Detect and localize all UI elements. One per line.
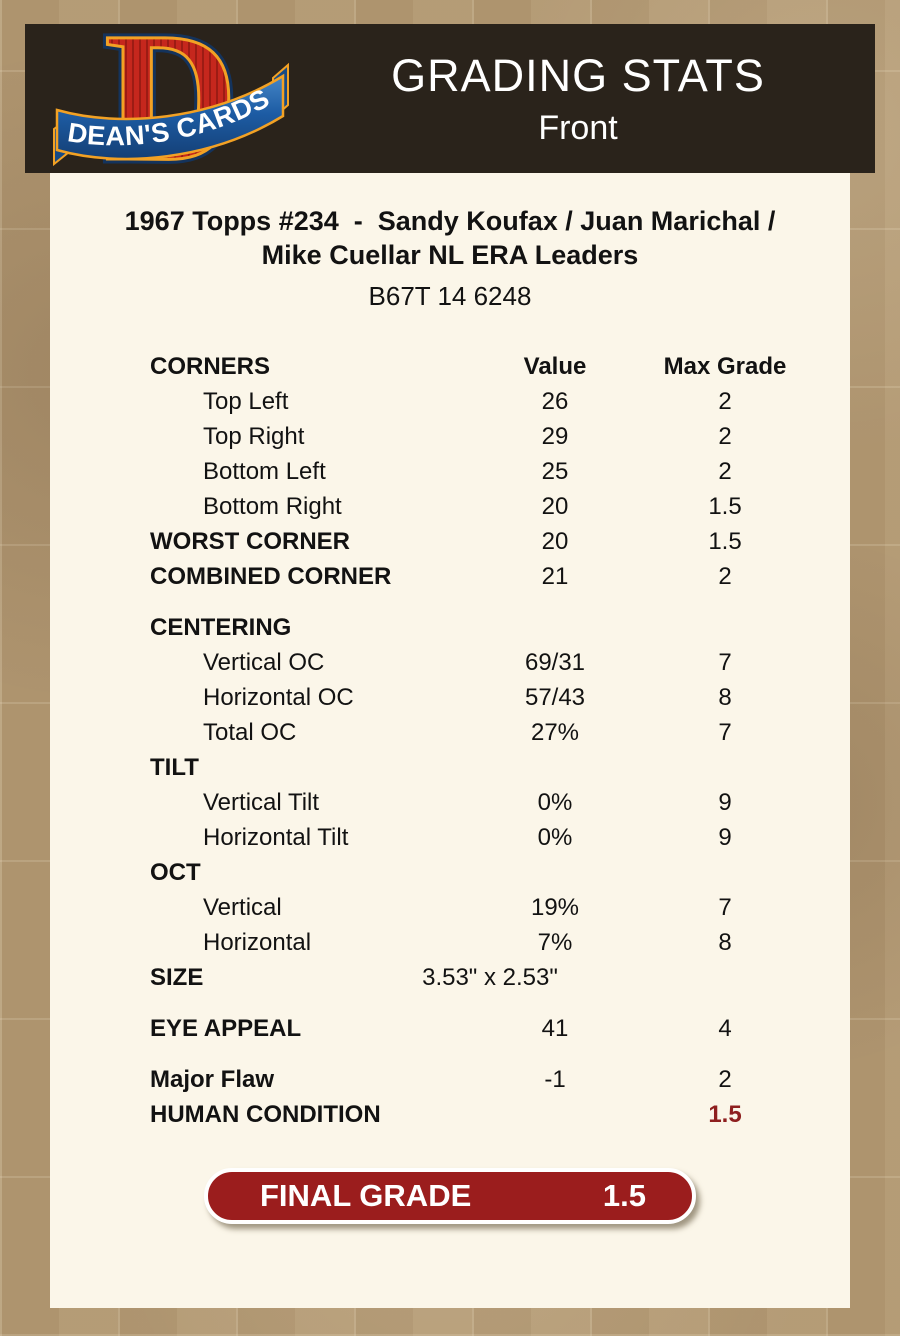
stat-label: Vertical <box>203 893 282 921</box>
stat-max-grade: 8 <box>718 683 732 711</box>
stat-value: 41 <box>541 1014 569 1042</box>
stat-row-major-flaw: Major Flaw -1 2 <box>150 1062 810 1097</box>
stat-label: HUMAN CONDITION <box>150 1100 381 1128</box>
stat-max-grade: 2 <box>718 387 732 415</box>
final-grade-value: 1.5 <box>602 1178 646 1213</box>
svg-text:D: D <box>104 28 238 170</box>
card-title: 1967 Topps #234 - Sandy Koufax / Juan Ma… <box>50 173 850 272</box>
section-row-tilt: TILT <box>150 750 810 785</box>
stat-value: 0% <box>537 823 573 851</box>
stat-row-human-condition: HUMAN CONDITION 1.5 <box>150 1097 810 1132</box>
stat-max-grade: 7 <box>718 718 732 746</box>
section-row-oct: OCT <box>150 855 810 890</box>
stat-label: Top Right <box>203 422 305 450</box>
stat-label: Horizontal <box>203 928 312 956</box>
column-header-max-grade: Max Grade <box>663 352 787 380</box>
stat-label: COMBINED CORNER <box>150 562 392 590</box>
stat-row-horizontal-tilt: Horizontal Tilt 0% 9 <box>150 820 810 855</box>
header-titles: GRADING STATS Front <box>291 49 875 147</box>
stat-value: 0% <box>537 788 573 816</box>
stat-value: 20 <box>541 527 569 555</box>
stat-max-grade: 9 <box>718 788 732 816</box>
stat-max-grade: 1.5 <box>708 492 742 520</box>
stat-value: 29 <box>541 422 569 450</box>
stat-max-grade: 2 <box>718 1065 732 1093</box>
stat-max-grade: 9 <box>718 823 732 851</box>
stat-label: Horizontal OC <box>203 683 354 711</box>
stat-row-total-oc: Total OC 27% 7 <box>150 715 810 750</box>
stat-row-size: SIZE 3.53" x 2.53" <box>150 960 810 995</box>
stat-value: 69/31 <box>524 648 586 676</box>
header-bar: D D DEAN'S CARDS GRADING STATS Front <box>25 0 875 204</box>
stat-row-horizontal-oc: Horizontal OC 57/43 8 <box>150 680 810 715</box>
stat-value: 57/43 <box>524 683 586 711</box>
stat-label: Horizontal Tilt <box>203 823 349 851</box>
stat-label: Vertical OC <box>203 648 325 676</box>
stat-row-combined-corner: COMBINED CORNER 21 2 <box>150 559 810 594</box>
stat-label: Total OC <box>203 718 297 746</box>
stat-label: Major Flaw <box>150 1065 275 1093</box>
stat-max-grade: 1.5 <box>708 527 742 555</box>
card-serial-number: B67T 14 6248 <box>368 281 532 311</box>
final-grade-label: FINAL GRADE <box>260 1178 472 1213</box>
stat-max-grade: 2 <box>718 422 732 450</box>
stat-row-vertical-oc: Vertical OC 69/31 7 <box>150 645 810 680</box>
stat-value: -1 <box>544 1065 566 1093</box>
page-subtitle: Front <box>538 108 618 147</box>
stat-value: 25 <box>541 457 569 485</box>
stat-label: Top Left <box>203 387 289 415</box>
stat-max-grade: 8 <box>718 928 732 956</box>
report-panel: 1967 Topps #234 - Sandy Koufax / Juan Ma… <box>50 173 850 1308</box>
page-title: GRADING STATS <box>391 49 765 101</box>
deans-cards-logo-icon: D D DEAN'S CARDS <box>53 0 289 204</box>
column-header-value: Value <box>523 352 587 380</box>
stat-value: 21 <box>541 562 569 590</box>
grading-table: CORNERS Value Max Grade Top Left 26 2 To… <box>150 349 810 1132</box>
stat-max-grade: 4 <box>718 1014 732 1042</box>
section-header-corners: CORNERS <box>150 352 271 380</box>
stat-label: Bottom Left <box>203 457 326 485</box>
stat-row-top-right: Top Right 29 2 <box>150 419 810 454</box>
card-title-line1: 1967 Topps #234 - Sandy Koufax / Juan Ma… <box>124 206 776 236</box>
stat-row-oct-horizontal: Horizontal 7% 8 <box>150 925 810 960</box>
stat-max-grade: 7 <box>718 893 732 921</box>
stat-value: 19% <box>530 893 580 921</box>
stat-max-grade: 7 <box>718 648 732 676</box>
stat-value: 7% <box>537 928 573 956</box>
stat-row-vertical-tilt: Vertical Tilt 0% 9 <box>150 785 810 820</box>
section-label: OCT <box>150 858 201 886</box>
stat-label: Bottom Right <box>203 492 342 520</box>
section-label: CENTERING <box>150 613 292 641</box>
section-row-centering: CENTERING <box>150 610 810 645</box>
stat-max-grade: 2 <box>718 562 732 590</box>
stat-row-top-left: Top Left 26 2 <box>150 384 810 419</box>
table-column-headers: CORNERS Value Max Grade <box>150 349 810 384</box>
stat-row-bottom-left: Bottom Left 25 2 <box>150 454 810 489</box>
final-grade-badge: FINAL GRADE 1.5 <box>204 1168 696 1224</box>
stat-label: EYE APPEAL <box>150 1014 302 1042</box>
deans-cards-logo: D D DEAN'S CARDS <box>51 0 291 204</box>
card-title-line2: Mike Cuellar NL ERA Leaders <box>261 240 639 270</box>
stat-row-worst-corner: WORST CORNER 20 1.5 <box>150 524 810 559</box>
stat-max-grade: 1.5 <box>708 1100 742 1128</box>
stat-label: WORST CORNER <box>150 527 350 555</box>
stat-label: Vertical Tilt <box>203 788 320 816</box>
stat-label: SIZE <box>150 963 204 991</box>
stat-value: 20 <box>541 492 569 520</box>
stat-value: 27% <box>530 718 580 746</box>
stat-max-grade: 2 <box>718 457 732 485</box>
stat-row-oct-vertical: Vertical 19% 7 <box>150 890 810 925</box>
section-label: TILT <box>150 753 199 781</box>
stat-row-eye-appeal: EYE APPEAL 41 4 <box>150 1011 810 1046</box>
stat-value: 26 <box>541 387 569 415</box>
stat-row-bottom-right: Bottom Right 20 1.5 <box>150 489 810 524</box>
stat-value: 3.53" x 2.53" <box>422 963 558 991</box>
